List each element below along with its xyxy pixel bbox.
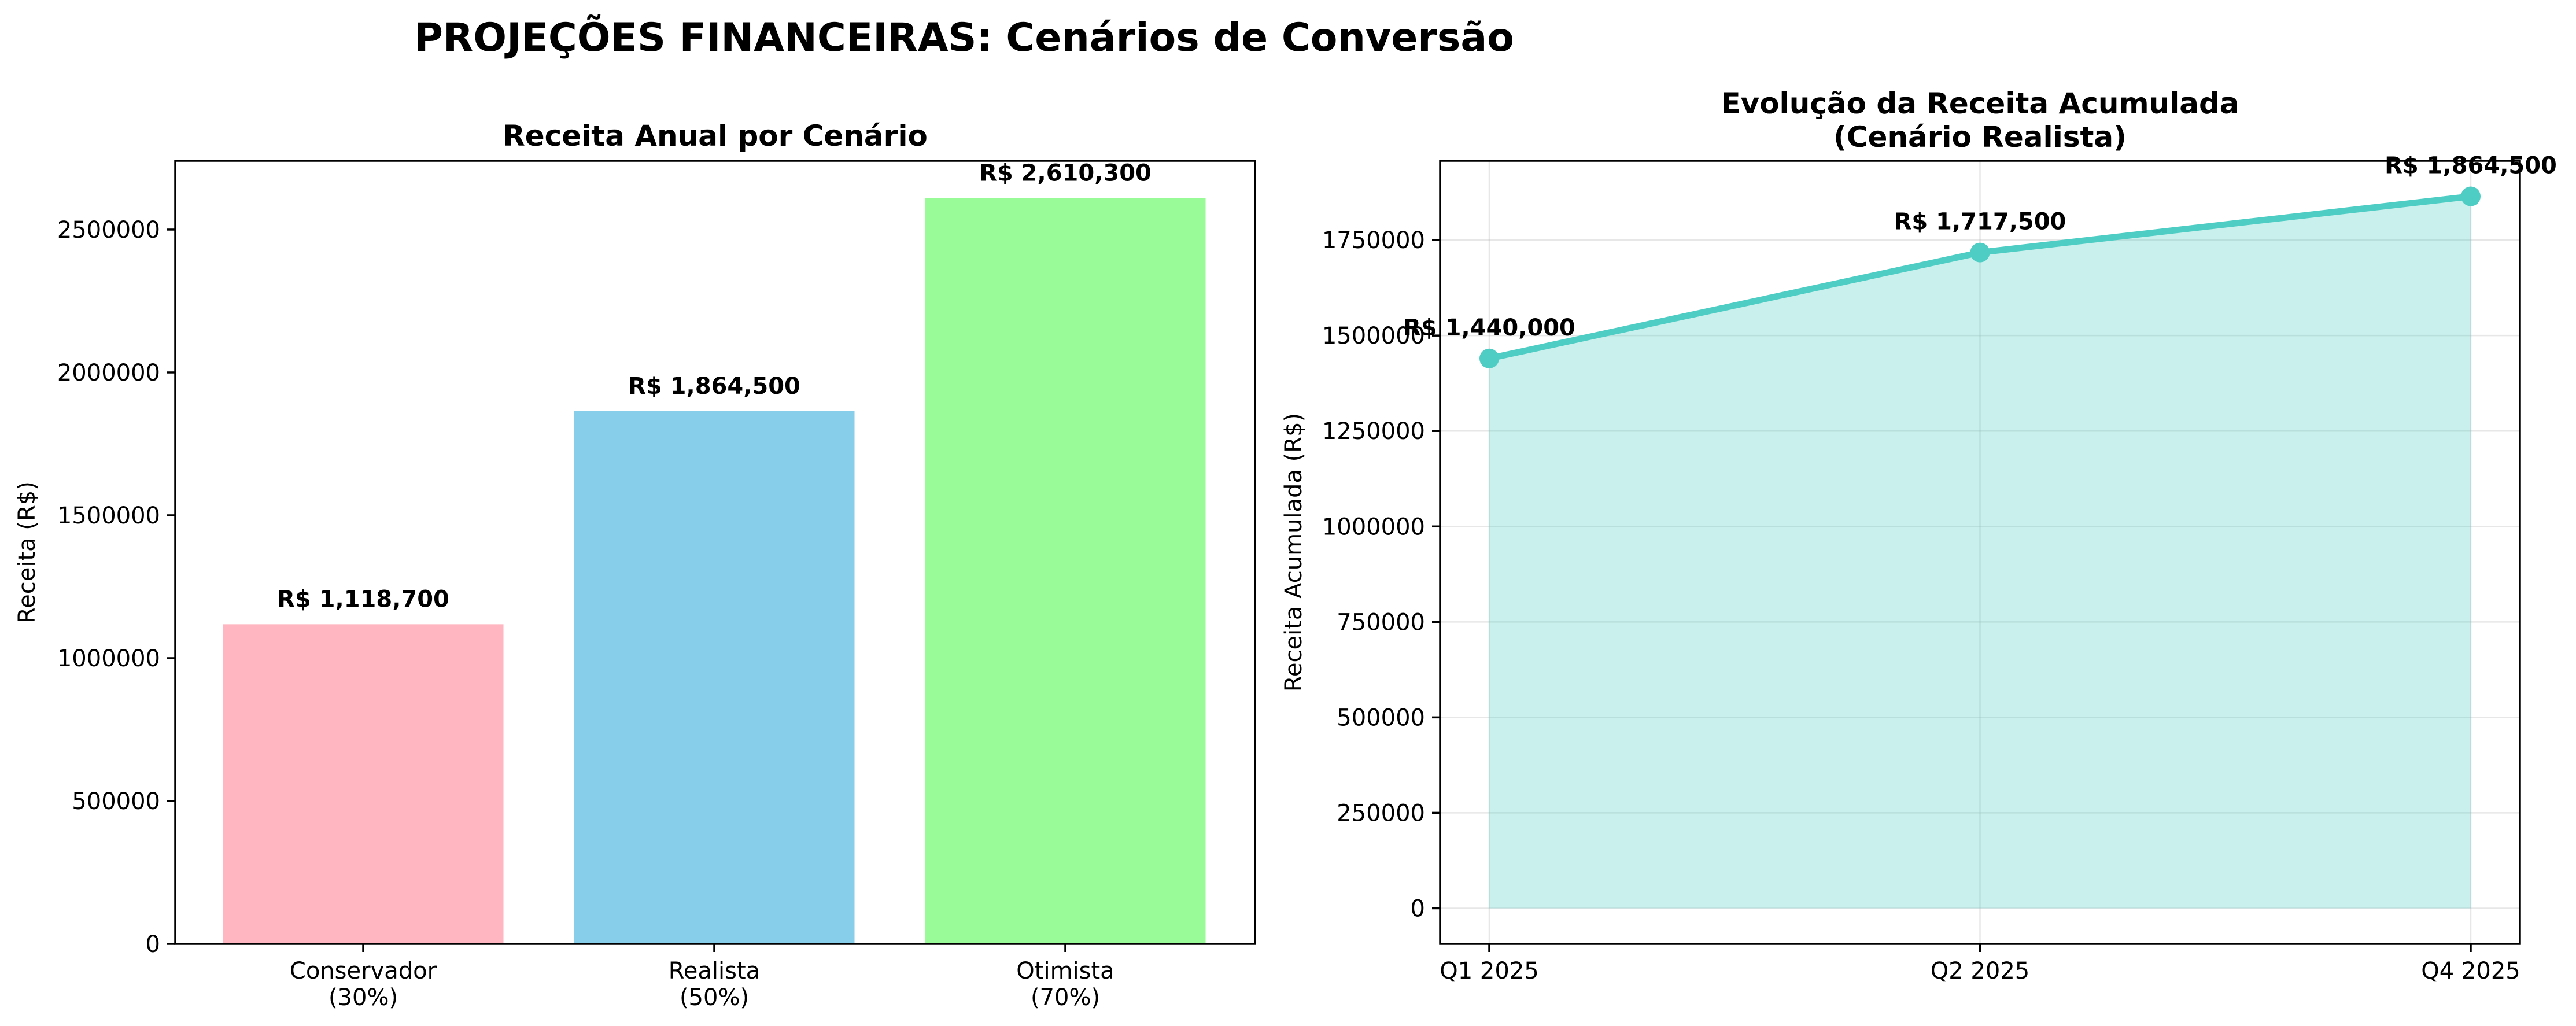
bar-ytick-label-2: 1000000 — [57, 645, 160, 672]
area-xtick-label-0: Q1 2025 — [1440, 958, 1538, 984]
bar-xtick-label-1: Realista (50%) — [669, 958, 760, 1011]
bar-xtick-label-2: Otimista (70%) — [1016, 958, 1114, 1011]
area-chart-title: Evolução da Receita Acumulada (Cenário Re… — [1721, 87, 2239, 154]
area-fill — [1489, 196, 2471, 909]
bar-data-label-0: R$ 1,118,700 — [277, 586, 449, 612]
area-data-label-2: R$ 1,864,500 — [2385, 153, 2557, 179]
bar-data-label-2: R$ 2,610,300 — [979, 160, 1152, 186]
area-ytick-label-0: 0 — [1411, 895, 1425, 922]
area-ytick-label-2: 500000 — [1337, 704, 1425, 731]
bar-ytick-label-0: 0 — [146, 931, 160, 958]
area-point-2 — [2461, 186, 2481, 206]
area-data-label-1: R$ 1,717,500 — [1894, 209, 2066, 235]
area-ytick-label-5: 1250000 — [1322, 418, 1425, 445]
bar-chart-title: Receita Anual por Cenário — [503, 119, 928, 153]
area-chart-receita-acumulada: R$ 1,440,000 R$ 1,717,500 R$ 1,864,500 0 250… — [1280, 87, 2557, 984]
bar-ytick-label-5: 2500000 — [57, 217, 160, 243]
bar-data-label-1: R$ 1,864,500 — [628, 373, 800, 400]
figure-suptitle: PROJEÇÕES FINANCEIRAS: Cenários de Conve… — [414, 14, 1514, 61]
area-xtick-label-2: Q4 2025 — [2421, 958, 2520, 984]
bar-2 — [925, 198, 1206, 944]
bar-1 — [574, 411, 855, 944]
area-xtick-label-1: Q2 2025 — [1931, 958, 2029, 984]
bar-ytick-label-4: 2000000 — [57, 360, 160, 386]
bar-xtick-label-0: Conservador (30%) — [290, 958, 437, 1011]
bar-ytick-label-1: 500000 — [72, 788, 160, 815]
area-data-label-0: R$ 1,440,000 — [1403, 315, 1575, 341]
area-ytick-label-1: 250000 — [1337, 800, 1425, 826]
area-ytick-label-4: 1000000 — [1322, 514, 1425, 540]
area-point-0 — [1479, 348, 1499, 368]
area-chart-ylabel: Receita Acumulada (R$) — [1280, 413, 1307, 692]
bar-ytick-label-3: 1500000 — [57, 503, 160, 529]
bar-chart-ylabel: Receita (R$) — [14, 481, 40, 623]
area-point-1 — [1970, 242, 1990, 263]
bar-0 — [223, 624, 504, 944]
area-ytick-label-7: 1750000 — [1322, 227, 1425, 254]
area-ytick-label-6: 1500000 — [1322, 323, 1425, 349]
area-ytick-label-3: 750000 — [1337, 609, 1425, 636]
bar-chart-receita-anual: R$ 1,118,700 R$ 1,864,500 R$ 2,610,300 0 500… — [14, 119, 1256, 1011]
